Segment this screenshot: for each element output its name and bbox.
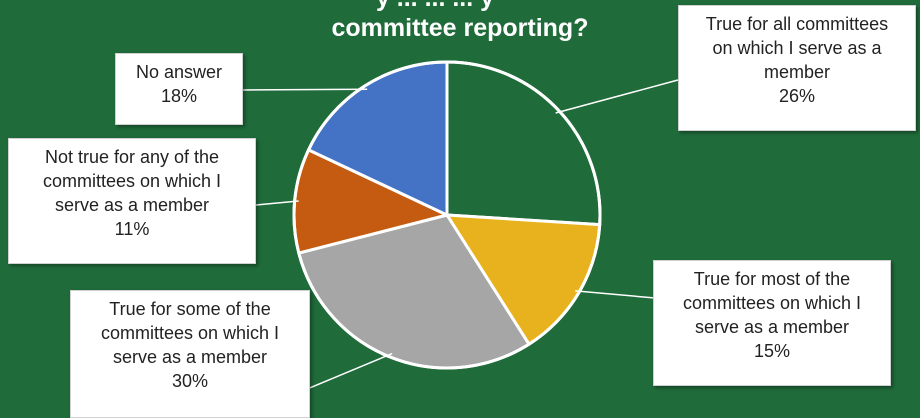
data-label-text: committees on which I bbox=[100, 323, 280, 343]
data-label-text: committees on which I bbox=[42, 171, 222, 191]
data-label-text: True for all committees bbox=[705, 14, 889, 34]
data-label-text: committees on which I bbox=[682, 293, 862, 313]
data-label-text: No answer bbox=[135, 62, 223, 82]
data-label-text: True for most of the bbox=[693, 269, 851, 289]
pie-outline bbox=[292, 60, 602, 370]
leader-line-2 bbox=[575, 290, 656, 299]
data-label-percent: 15% bbox=[753, 341, 791, 361]
pie-slice-1 bbox=[445, 60, 602, 227]
data-label-text: member bbox=[763, 62, 830, 82]
data-label-percent: 18% bbox=[160, 86, 198, 106]
data-label-5: No answer 18% bbox=[115, 53, 243, 125]
leader-line-5 bbox=[242, 88, 368, 91]
data-label-text: serve as a member bbox=[694, 317, 850, 337]
data-label-text: True for some of the bbox=[109, 299, 271, 319]
data-label-1: True for all committees on which I serve … bbox=[678, 5, 916, 131]
data-label-4: Not true for any of the committees on whi… bbox=[8, 138, 256, 264]
leader-line-3 bbox=[299, 352, 393, 393]
data-label-percent: 30% bbox=[171, 371, 209, 391]
data-label-2: True for most of the committees on which … bbox=[653, 260, 891, 386]
data-label-text: on which I serve as a bbox=[712, 38, 882, 58]
chart-title-line-1: y ... ... ... y bbox=[0, 0, 895, 13]
data-label-text: serve as a member bbox=[112, 347, 268, 367]
chart-title-line-2: committee reporting? bbox=[331, 14, 589, 42]
leader-line-1 bbox=[555, 79, 679, 114]
data-label-3: True for some of the committees on which … bbox=[70, 290, 310, 418]
data-label-percent: 11% bbox=[114, 219, 150, 239]
data-label-percent: 26% bbox=[778, 86, 816, 106]
data-label-text: Not true for any of the bbox=[44, 147, 220, 167]
data-label-text: serve as a member bbox=[54, 195, 210, 215]
leader-line-4 bbox=[255, 200, 299, 206]
